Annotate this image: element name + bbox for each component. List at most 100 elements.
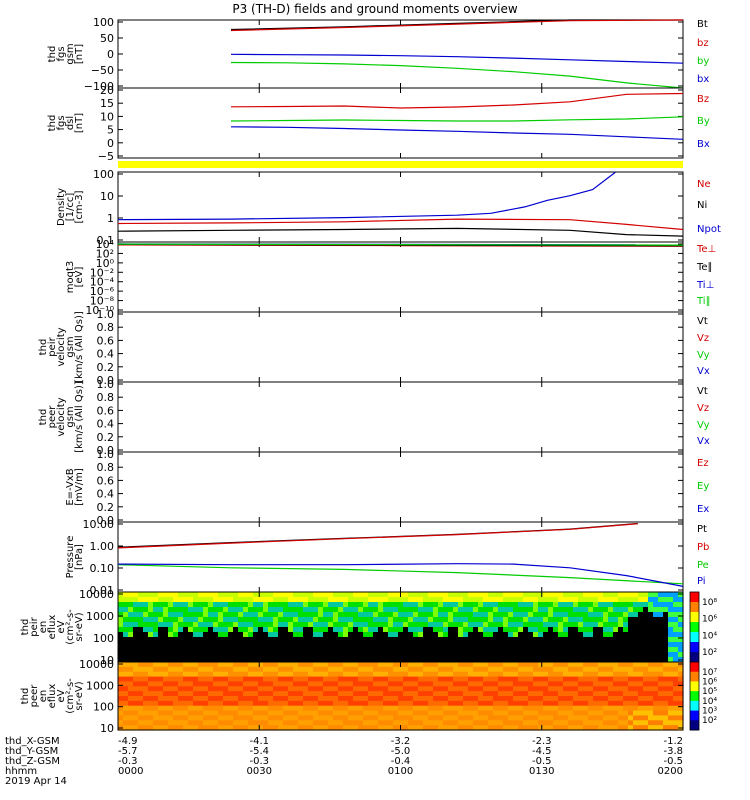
spectrogram-cell xyxy=(278,681,284,687)
x-axis-tick-value: -3.2 xyxy=(391,736,411,747)
spectrogram-cell xyxy=(303,666,309,673)
spectrogram-cell xyxy=(623,647,629,653)
spectrogram-cell xyxy=(483,657,489,663)
colorbar-segment xyxy=(690,592,699,603)
spectrogram-cell xyxy=(553,710,559,717)
spectrogram-cell xyxy=(443,602,449,608)
spectrogram-cell xyxy=(188,705,194,712)
spectrogram-cell xyxy=(403,700,409,707)
spectrogram-cell xyxy=(193,676,199,683)
spectrogram-cell xyxy=(278,592,284,598)
spectrogram-cell xyxy=(193,627,199,633)
spectrogram-cell xyxy=(583,666,589,673)
spectrogram-cell xyxy=(203,592,209,598)
spectrogram-cell xyxy=(218,602,224,608)
spectrogram-cell xyxy=(138,710,144,717)
spectrogram-cell xyxy=(153,696,159,702)
spectrogram-cell xyxy=(293,622,299,628)
spectrogram-cell xyxy=(673,637,679,643)
spectrogram-cell xyxy=(343,637,349,643)
spectrogram-cell xyxy=(273,676,279,683)
spectrogram-cell xyxy=(643,686,649,692)
spectrogram-cell xyxy=(223,622,229,628)
spectrogram-cell xyxy=(128,715,134,721)
spectrogram-cell xyxy=(498,676,504,683)
spectrogram-cell xyxy=(178,676,184,683)
spectrogram-cell xyxy=(183,686,189,692)
spectrogram-cell xyxy=(558,597,564,603)
spectrogram-cell xyxy=(173,700,179,707)
spectrogram-cell xyxy=(558,642,564,648)
spectrogram-cell xyxy=(343,720,349,726)
spectrogram-cell xyxy=(178,666,184,673)
spectrogram-cell xyxy=(328,715,334,721)
spectrogram-cell xyxy=(388,696,394,702)
spectrogram-cell xyxy=(283,647,289,653)
spectrogram-cell xyxy=(673,686,679,692)
spectrogram-cell xyxy=(548,696,554,702)
legend-temperature-entry: Te⊥ xyxy=(696,244,716,255)
spectrogram-cell xyxy=(228,691,234,697)
spectrogram-cell xyxy=(628,592,634,598)
spectrogram-cell xyxy=(208,607,214,613)
spectrogram-cell xyxy=(428,617,434,623)
spectrogram-cell xyxy=(263,607,269,613)
spectrogram-cell xyxy=(363,705,369,712)
spectrogram-cell xyxy=(368,662,374,668)
spectrogram-cell xyxy=(408,705,414,712)
spectrogram-cell xyxy=(243,647,249,653)
series-fgs_dsl xyxy=(230,92,684,109)
spectrogram-cell xyxy=(193,637,199,643)
spectrogram-cell xyxy=(368,592,374,598)
spectrogram-cell xyxy=(533,681,539,687)
legend-peer_velocity-entry: Vy xyxy=(697,420,710,431)
spectrogram-cell xyxy=(598,705,604,712)
spectrogram-cell xyxy=(263,652,269,658)
spectrogram-cell xyxy=(433,652,439,658)
spectrogram-cell xyxy=(573,681,579,687)
spectrogram-cell xyxy=(278,710,284,717)
spectrogram-cell xyxy=(418,622,424,628)
spectrogram-cell xyxy=(303,691,309,697)
spectrogram-cell xyxy=(153,671,159,678)
spectrogram-cell xyxy=(448,710,454,717)
spectrogram-cell xyxy=(328,662,334,668)
spectrogram-cell xyxy=(253,671,259,678)
spectrogram-cell xyxy=(538,710,544,717)
spectrogram-cell xyxy=(138,647,144,653)
spectrogram-cell xyxy=(448,592,454,598)
spectrogram-cell xyxy=(608,691,614,697)
spectrogram-cell xyxy=(358,622,364,628)
spectrogram-cell xyxy=(558,647,564,653)
spectrogram-cell xyxy=(488,597,494,603)
spectrogram-cell xyxy=(673,710,679,717)
spectrogram-cell xyxy=(393,632,399,638)
spectrogram-cell xyxy=(168,691,174,697)
spectrogram-cell xyxy=(333,676,339,683)
spectrogram-cell xyxy=(593,662,599,668)
spectrogram-cell xyxy=(528,592,534,598)
spectrogram-cell xyxy=(593,725,599,731)
spectrogram-cell xyxy=(643,612,649,618)
spectrogram-cell xyxy=(383,657,389,663)
spectrogram-cell xyxy=(468,720,474,726)
spectrogram-cell xyxy=(228,622,234,628)
spectrogram-cell xyxy=(328,666,334,673)
spectrogram-cell xyxy=(303,715,309,721)
spectrogram-cell xyxy=(228,725,234,731)
spectrogram-cell xyxy=(638,632,644,638)
spectrogram-cell xyxy=(173,725,179,731)
spectrogram-cell xyxy=(178,642,184,648)
spectrogram-cell xyxy=(273,592,279,598)
spectrogram-cell xyxy=(138,657,144,663)
spectrogram-cell xyxy=(623,617,629,623)
spectrogram-cell xyxy=(413,637,419,643)
spectrogram-cell xyxy=(168,725,174,731)
spectrogram-cell xyxy=(288,671,294,678)
spectrogram-cell xyxy=(638,700,644,707)
spectrogram-cell xyxy=(213,662,219,668)
spectrogram-cell xyxy=(413,705,419,712)
spectrogram-cell xyxy=(628,632,634,638)
spectrogram-cell xyxy=(473,715,479,721)
spectrogram-cell xyxy=(208,720,214,726)
